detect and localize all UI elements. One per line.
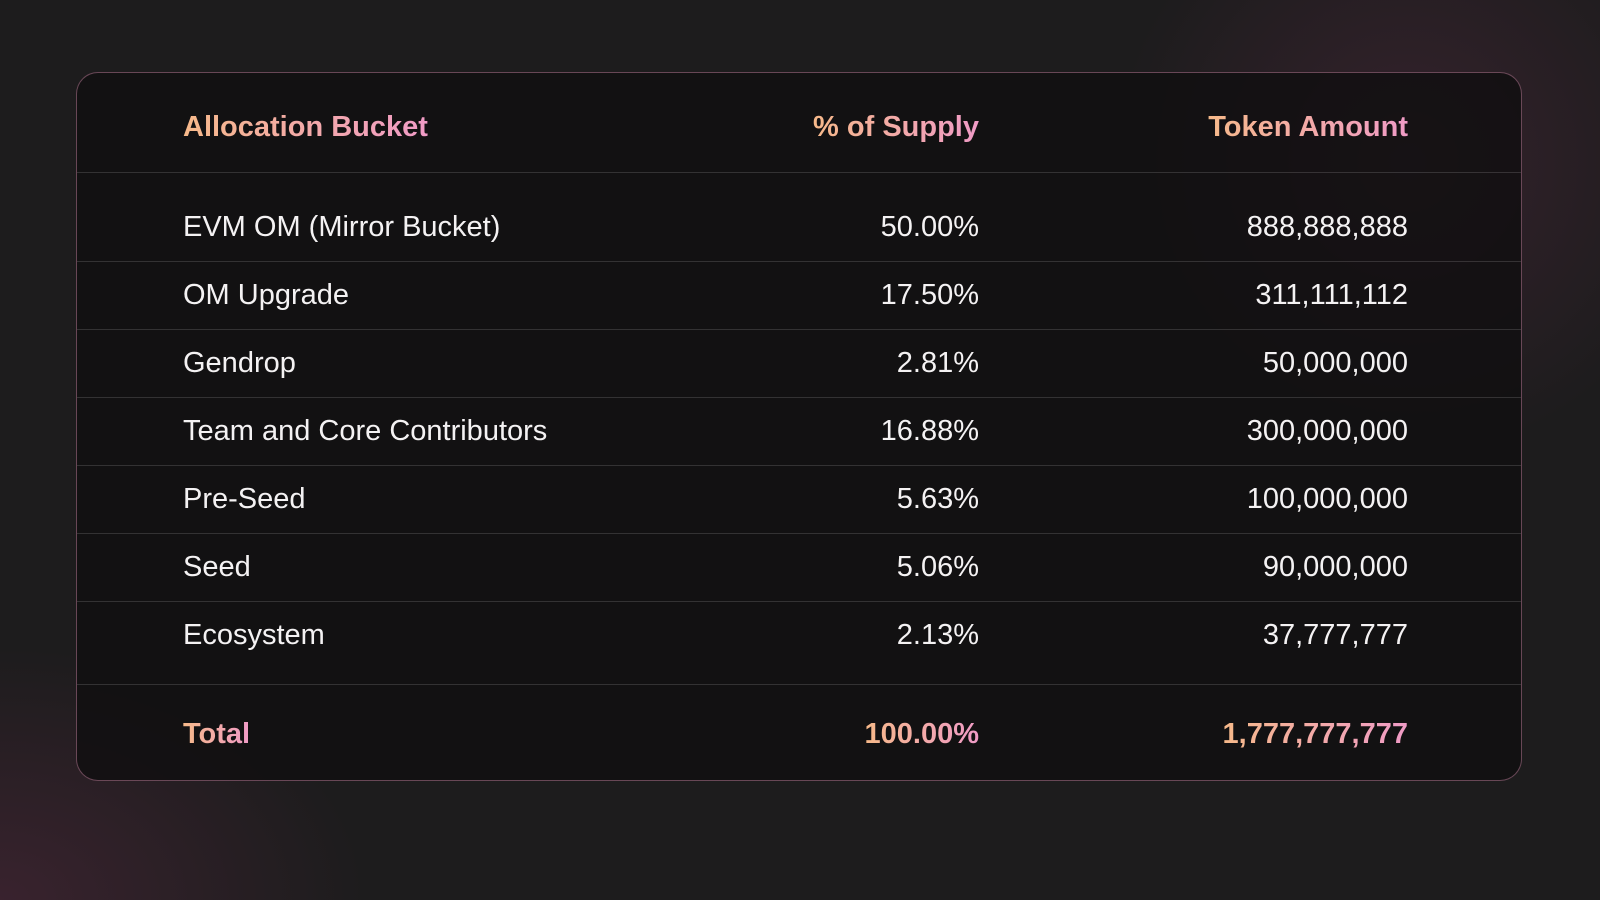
table-cell: 16.88% bbox=[880, 414, 979, 447]
row-divider bbox=[77, 464, 1521, 466]
table-cell: 50,000,000 bbox=[1262, 346, 1408, 379]
row-divider bbox=[77, 260, 1521, 262]
table-cell: Pre-Seed bbox=[183, 482, 306, 515]
table-cell: EVM OM (Mirror Bucket) bbox=[183, 210, 501, 243]
table-cell: 37,777,777 bbox=[1262, 618, 1408, 651]
row-divider bbox=[77, 532, 1521, 534]
table-cell: Seed bbox=[183, 550, 251, 583]
table-cell: 5.63% bbox=[896, 482, 979, 515]
table-cell: 888,888,888 bbox=[1246, 210, 1408, 243]
table-cell: 311,111,112 bbox=[1255, 278, 1408, 311]
row-divider bbox=[77, 328, 1521, 330]
allocation-table: Allocation Bucket % of Supply Token Amount… bbox=[76, 72, 1522, 781]
table-cell: 17.50% bbox=[880, 278, 979, 311]
table-cell: 300,000,000 bbox=[1246, 414, 1408, 447]
total-cell: 1,777,777,777 bbox=[1223, 714, 1408, 754]
table-cell: 100,000,000 bbox=[1246, 482, 1408, 515]
total-cell: 100.00% bbox=[865, 714, 980, 754]
table-cell: OM Upgrade bbox=[183, 278, 350, 311]
table-cell: 90,000,000 bbox=[1262, 550, 1408, 583]
header-cell: Token Amount bbox=[1208, 107, 1408, 147]
table-cell: 2.13% bbox=[896, 618, 979, 651]
table-cell: Gendrop bbox=[183, 346, 296, 379]
divider bbox=[77, 172, 1521, 173]
table-cell: 50.00% bbox=[880, 210, 979, 243]
table-cell: 5.06% bbox=[896, 550, 979, 583]
row-divider bbox=[77, 396, 1521, 398]
row-divider bbox=[77, 600, 1521, 602]
table-cell: 2.81% bbox=[896, 346, 979, 379]
table-cell: Ecosystem bbox=[183, 618, 325, 651]
divider bbox=[77, 684, 1521, 685]
table-cell: Team and Core Contributors bbox=[183, 414, 548, 447]
header-cell: Allocation Bucket bbox=[183, 107, 428, 147]
total-cell: Total bbox=[183, 714, 250, 754]
header-cell: % of Supply bbox=[813, 107, 979, 147]
